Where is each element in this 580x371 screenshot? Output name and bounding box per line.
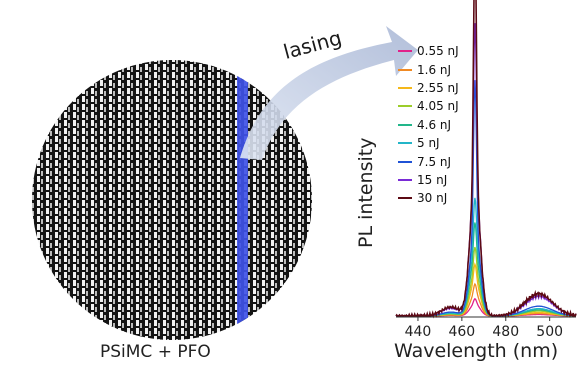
legend-label: 7.5 nJ	[417, 154, 452, 169]
spectrum-curves	[395, 0, 577, 319]
x-tick-label: 460	[448, 324, 475, 340]
x-axis-ticks: 440 460 480 500	[405, 317, 563, 340]
legend-label: 30 nJ	[417, 191, 448, 206]
x-axis-title: Wavelength (nm)	[394, 340, 559, 362]
legend-item: 0.55 nJ	[398, 42, 459, 60]
legend-item: 4.6 nJ	[398, 116, 459, 134]
legend-swatch	[398, 142, 412, 145]
legend-label: 1.6 nJ	[417, 62, 452, 77]
series-line-30-nj	[395, 0, 577, 319]
x-tick-label: 500	[536, 324, 563, 340]
legend-label: 15 nJ	[417, 172, 448, 187]
legend-swatch	[398, 68, 412, 71]
legend-swatch	[398, 160, 412, 163]
legend-item: 5 nJ	[398, 134, 459, 152]
spectrum-plot: 440 460 480 500	[395, 0, 577, 340]
micrograph-disk	[32, 60, 312, 340]
legend-swatch	[398, 105, 412, 108]
lasing-arrow	[240, 26, 418, 160]
legend-item: 4.05 nJ	[398, 97, 459, 115]
y-axis-title: PL intensity	[355, 137, 377, 248]
x-tick-label: 480	[492, 324, 519, 340]
legend-item: 30 nJ	[398, 189, 459, 207]
highlight-stripe	[237, 60, 248, 340]
legend-swatch	[398, 86, 412, 89]
legend-label: 4.6 nJ	[417, 117, 452, 132]
series-line-5-nj	[396, 197, 576, 317]
legend-item: 1.6 nJ	[398, 60, 459, 78]
legend-item: 2.55 nJ	[398, 79, 459, 97]
legend-swatch	[398, 178, 412, 181]
legend-label: 4.05 nJ	[417, 99, 459, 114]
legend-item: 15 nJ	[398, 171, 459, 189]
legend-swatch	[398, 197, 412, 200]
legend-swatch	[398, 50, 412, 53]
micrograph-caption: PSiMC + PFO	[100, 342, 211, 362]
legend-label: 5 nJ	[417, 136, 440, 151]
legend-label: 0.55 nJ	[417, 44, 459, 59]
x-tick-label: 440	[405, 324, 432, 340]
legend-item: 7.5 nJ	[398, 152, 459, 170]
legend: 0.55 nJ 1.6 nJ 2.55 nJ 4.05 nJ 4.6 nJ 5 nJ 7.5…	[398, 42, 459, 208]
legend-swatch	[398, 123, 412, 126]
legend-label: 2.55 nJ	[417, 80, 459, 95]
